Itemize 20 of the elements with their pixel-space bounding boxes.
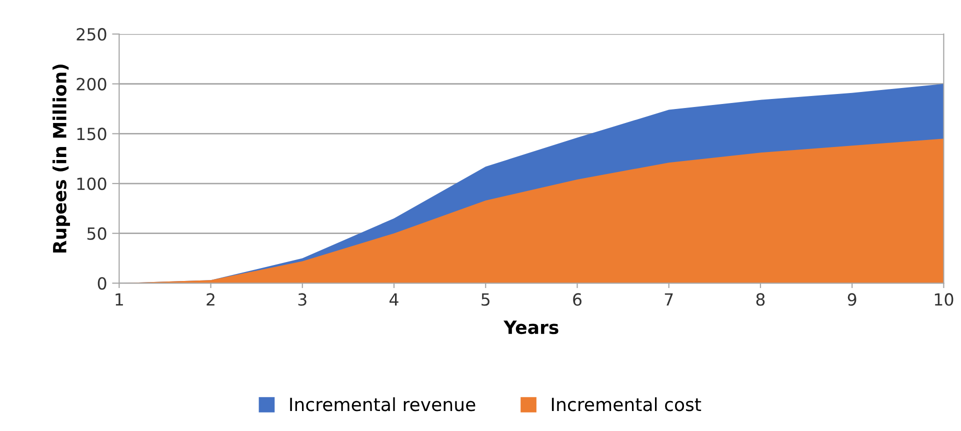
y-tick-label: 200 [76, 78, 106, 90]
x-tick-label: 8 [756, 293, 765, 306]
y-tick-label: 250 [76, 28, 106, 41]
x-axis-title: Years [504, 320, 558, 334]
legend-label: Incremental cost [552, 397, 702, 412]
y-tick-label: 100 [77, 177, 106, 190]
x-tick-label: 4 [390, 293, 398, 306]
y-tick-label: 150 [77, 128, 106, 140]
x-tick-label: 2 [206, 293, 214, 306]
y-axis-title: Rupees (in Million) [52, 64, 70, 252]
x-tick-label: 6 [573, 293, 582, 306]
x-tick-label: 10 [934, 293, 954, 306]
y-tick-label: 0 [98, 277, 106, 290]
x-tick-label: 9 [848, 293, 856, 306]
x-tick-label: 3 [298, 293, 306, 306]
y-tick-label: 50 [87, 227, 106, 240]
x-tick-label: 1 [116, 293, 123, 306]
x-tick-label: 7 [664, 293, 673, 306]
x-tick-label: 5 [482, 293, 490, 306]
legend-label: Incremental revenue [290, 397, 476, 412]
